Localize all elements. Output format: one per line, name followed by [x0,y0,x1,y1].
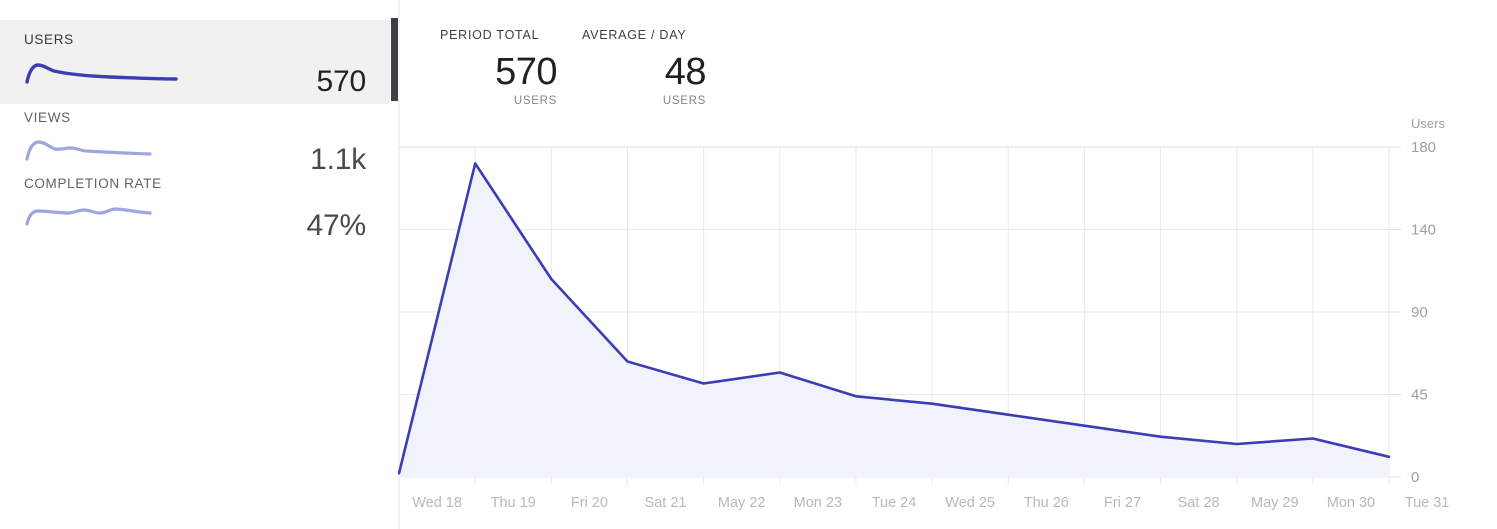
stat-caption: PERIOD TOTAL [440,28,540,42]
stat-value: 48 [664,51,707,93]
metric-value: 47% [306,209,367,242]
svg-text:Sat 28: Sat 28 [1178,495,1220,511]
chart-area-fill [399,163,1389,477]
stat-average-per-day: AVERAGE / DAY 48 USERS [582,28,744,108]
svg-text:Tue 24: Tue 24 [872,495,917,511]
svg-text:May 29: May 29 [1251,495,1299,511]
chart-line [398,162,1391,475]
svg-text:Tue 31: Tue 31 [1405,495,1450,511]
metric-selector-panel: USERS 570 VIEWS 1.1k [0,0,398,529]
metric-label: USERS [24,32,74,47]
svg-text:Fri 20: Fri 20 [571,495,608,511]
sparkline-views [24,134,154,167]
svg-text:Wed 18: Wed 18 [412,495,462,511]
chart-region: PERIOD TOTAL 570 USERS AVERAGE / DAY 48 … [398,0,1497,529]
sparkline-users [24,56,180,89]
svg-text:Mon 23: Mon 23 [794,495,842,511]
svg-text:Thu 19: Thu 19 [491,495,536,511]
metric-body: 570 [14,54,376,98]
metric-row-users[interactable]: USERS 570 [0,20,390,104]
metric-row-completion-rate[interactable]: COMPLETION RATE 47% [0,164,390,248]
svg-text:Mon 30: Mon 30 [1327,495,1375,511]
chart-svg: Users 180 140 90 45 0 Wed 18 Thu 19 Fri 20 Sat 2… [398,0,1449,529]
svg-text:140: 140 [1411,222,1436,239]
metric-body: 47% [14,198,376,242]
stat-value: 570 [495,51,557,93]
metric-label: COMPLETION RATE [24,176,162,191]
metric-label: VIEWS [24,110,71,125]
svg-text:45: 45 [1411,387,1428,404]
sparkline-completion-rate [24,200,154,233]
users-area-chart[interactable]: Users 180 140 90 45 0 Wed 18 Thu 19 Fri 20 Sat 2… [398,0,1497,529]
panel-scrollbar-thumb[interactable] [391,18,398,101]
svg-text:Wed 25: Wed 25 [945,495,995,511]
metric-body: 1.1k [14,132,376,176]
stat-unit: USERS [662,95,706,107]
svg-text:0: 0 [1411,469,1419,486]
svg-text:90: 90 [1411,304,1428,321]
chart-x-axis: Wed 18 Thu 19 Fri 20 Sat 21 May 22 Mon 23 Tue … [412,495,1449,511]
svg-text:180: 180 [1411,139,1436,156]
stat-caption: AVERAGE / DAY [582,28,687,42]
svg-text:Fri 27: Fri 27 [1104,495,1141,511]
svg-text:May 22: May 22 [718,495,766,511]
chart-y-axis: Users 180 140 90 45 0 [1389,116,1445,486]
metric-value: 1.1k [310,143,366,176]
svg-text:Users: Users [1411,116,1445,131]
metric-value: 570 [316,65,367,98]
metric-row-views[interactable]: VIEWS 1.1k [0,98,390,182]
summary-stats: PERIOD TOTAL 570 USERS AVERAGE / DAY 48 … [440,28,744,108]
stat-unit: USERS [513,95,557,107]
stat-period-total: PERIOD TOTAL 570 USERS [440,28,582,108]
svg-text:Thu 26: Thu 26 [1024,495,1069,511]
svg-text:Sat 21: Sat 21 [645,495,687,511]
